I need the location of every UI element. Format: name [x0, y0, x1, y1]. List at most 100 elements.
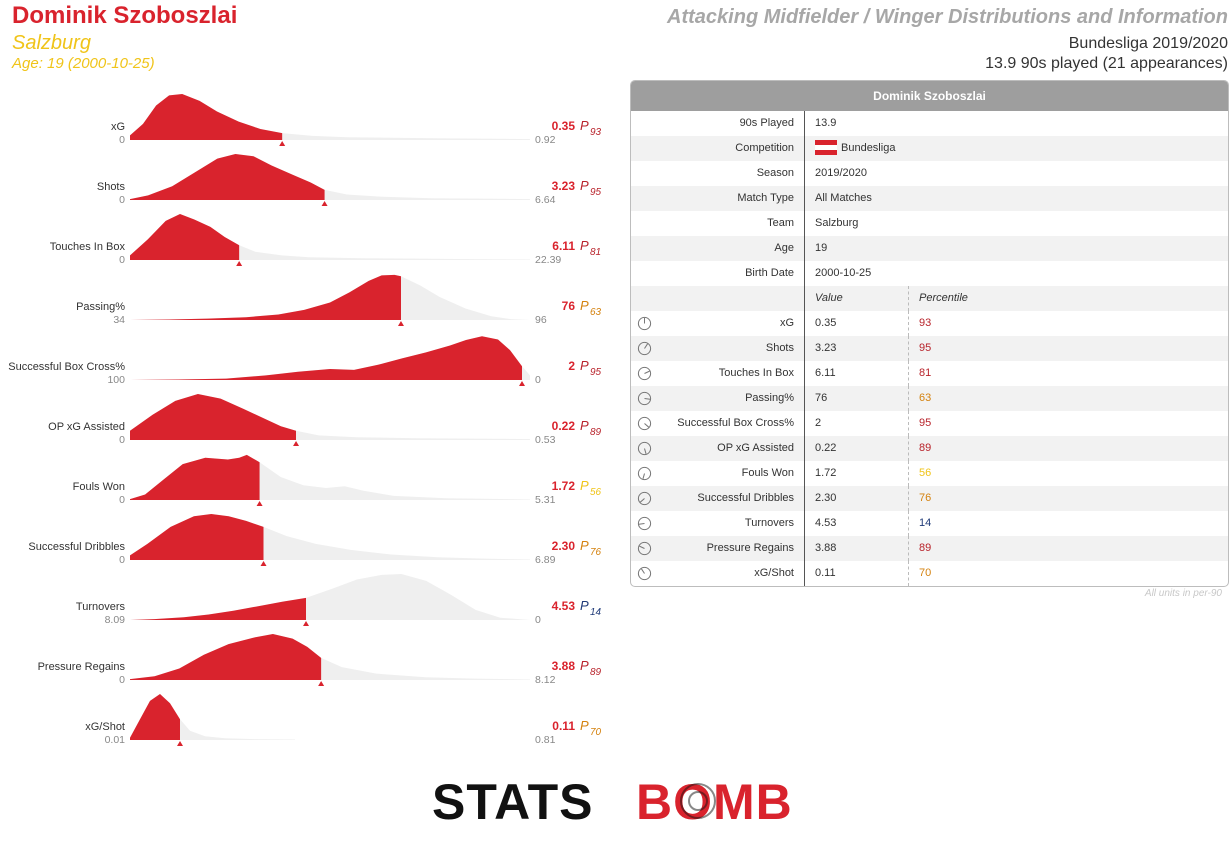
info-row: Competition Bundesliga: [631, 136, 1228, 161]
info-value: 2000-10-25: [805, 261, 909, 286]
stat-label-cell: xG/Shot: [631, 561, 805, 586]
axis-max-label: 8.12: [535, 674, 556, 686]
stat-label: xG/Shot: [754, 567, 794, 579]
axis-max-label: 0.92: [535, 134, 556, 146]
value-marker: [293, 441, 300, 446]
stat-value: 2: [805, 411, 909, 436]
info-label: Competition: [631, 136, 805, 161]
distribution-below-value: [130, 274, 401, 320]
axis-max-label: 0: [535, 374, 541, 386]
logo-text-stats: STATS: [432, 774, 593, 830]
value-marker: [260, 561, 267, 566]
percentile-value: 63: [590, 307, 602, 318]
stat-value: 2.30: [805, 486, 909, 511]
value-label: 2: [568, 359, 575, 373]
value-label: 4.53: [552, 599, 576, 613]
stat-label-cell: OP xG Assisted: [631, 436, 805, 461]
info-label: Team: [631, 211, 805, 236]
stat-percentile: 89: [919, 542, 932, 554]
stat-row: Pressure Regains 3.88 89: [631, 536, 1228, 561]
value-marker: [236, 261, 243, 266]
distribution-below-value: [130, 634, 322, 680]
percentile-label: P: [580, 598, 589, 613]
axis-min-label: 0: [119, 434, 125, 446]
info-value: Salzburg: [805, 211, 909, 236]
info-label: Birth Date: [631, 261, 805, 286]
units-note: All units in per-90: [1144, 588, 1222, 599]
distribution-below-value: [130, 597, 307, 620]
percentile-value: 56: [590, 487, 602, 498]
info-label: 90s Played: [631, 111, 805, 136]
percentile-value: 89: [590, 427, 602, 438]
stat-value: 0.35: [805, 311, 909, 336]
percentile-label: P: [580, 418, 589, 433]
stat-label-cell: Successful Box Cross%: [631, 411, 805, 436]
value-marker: [256, 501, 263, 506]
minutes-played: 13.9 90s played (21 appearances): [985, 55, 1228, 72]
info-row: Age 19: [631, 236, 1228, 261]
metric-clock-icon: [637, 566, 652, 581]
metric-group: xG0 0.920.35 P 93: [111, 94, 602, 146]
percentile-label: P: [580, 718, 589, 733]
percentile-value: 76: [590, 547, 602, 558]
stat-row: Passing% 76 63: [631, 386, 1228, 411]
stat-label-cell: Fouls Won: [631, 461, 805, 486]
stats-column-header: Value Percentile: [631, 286, 1228, 311]
info-value-text: Bundesliga: [841, 142, 896, 154]
metric-group: Passing%34 96 76 P 63: [76, 274, 602, 326]
axis-min-label: 0: [119, 134, 125, 146]
info-empty: [909, 236, 1228, 261]
value-label: 3.23: [552, 179, 576, 193]
metric-clock-icon: [637, 366, 652, 381]
stat-value: 4.53: [805, 511, 909, 536]
info-value: All Matches: [805, 186, 909, 211]
logo-target-icon: [680, 783, 716, 819]
distribution-below-value: [130, 214, 240, 260]
axis-min-label: 0: [119, 494, 125, 506]
stat-label-cell: Touches In Box: [631, 361, 805, 386]
metric-clock-icon: [637, 466, 652, 481]
stat-label: Touches In Box: [718, 367, 794, 379]
player-name: Dominik Szoboszlai: [12, 2, 238, 29]
stat-label: Passing%: [745, 392, 794, 404]
column-header-blank: [631, 286, 805, 311]
info-empty: [909, 261, 1228, 286]
axis-max-label: 0: [535, 614, 541, 626]
stat-percentile: 95: [919, 417, 932, 429]
percentile-value: 70: [590, 727, 602, 738]
stat-percentile: 95: [919, 342, 932, 354]
stat-label-cell: Successful Dribbles: [631, 486, 805, 511]
stat-percentile: 63: [919, 392, 932, 404]
percentile-label: P: [580, 358, 589, 373]
stat-label-cell: Shots: [631, 336, 805, 361]
percentile-value: 14: [590, 607, 602, 618]
stat-row: Shots 3.23 95: [631, 336, 1228, 361]
stat-value: 6.11: [805, 361, 909, 386]
stat-label: Successful Dribbles: [697, 492, 794, 504]
axis-min-label: 0: [119, 674, 125, 686]
stat-percentile: 93: [919, 317, 932, 329]
info-label: Match Type: [631, 186, 805, 211]
info-empty: [909, 186, 1228, 211]
axis-min-label: 34: [113, 314, 125, 326]
value-marker: [279, 141, 286, 146]
stat-label: OP xG Assisted: [717, 442, 794, 454]
value-label: 3.88: [552, 659, 576, 673]
info-table-header: Dominik Szoboszlai: [631, 81, 1228, 111]
percentile-label: P: [580, 118, 589, 133]
axis-min-label: 0: [119, 194, 125, 206]
column-header-value: Value: [805, 286, 909, 311]
value-marker: [397, 321, 404, 326]
value-marker: [177, 741, 183, 746]
percentile-value: 95: [590, 367, 602, 378]
stat-percentile: 89: [919, 442, 932, 454]
metric-clock-icon: [637, 491, 652, 506]
metric-label: Shots: [97, 181, 126, 193]
info-table: Dominik Szoboszlai 90s Played 13.9 Competi…: [630, 80, 1229, 587]
stat-row: Turnovers 4.53 14: [631, 511, 1228, 536]
axis-min-label: 100: [107, 374, 125, 386]
info-value: 19: [805, 236, 909, 261]
